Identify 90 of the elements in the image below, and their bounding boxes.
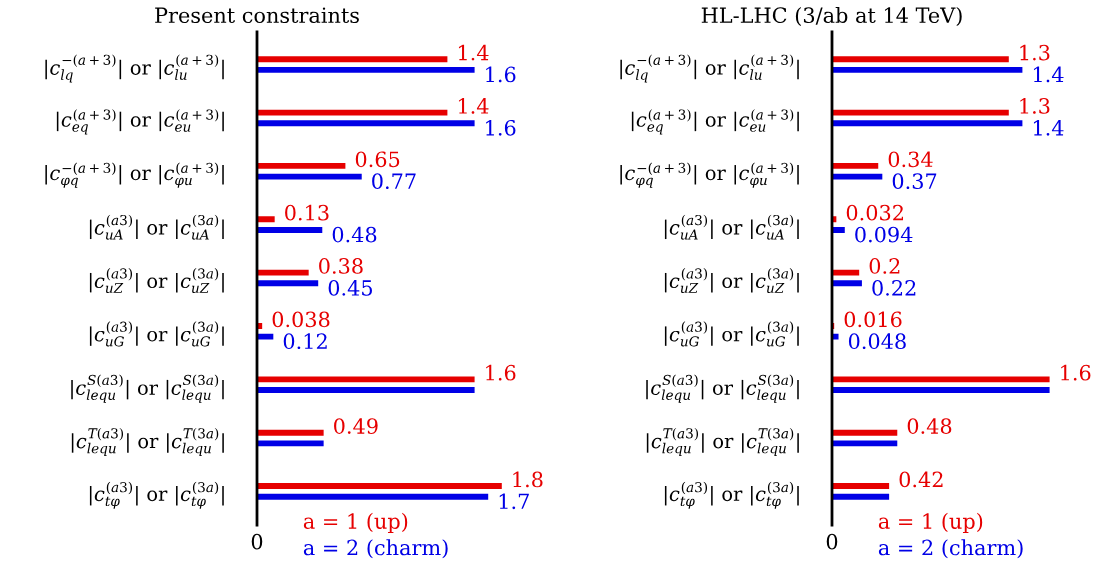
- data-label: 0.2: [869, 258, 900, 274]
- y-tick-label: |c$^{(a3)}$$_{uA}$| or |c$^{(3a)}$$_{uA}$|: [89, 214, 224, 240]
- data-label: 0.34: [888, 151, 933, 168]
- bar: [832, 162, 879, 169]
- data-label: 1.3: [1020, 44, 1050, 61]
- bar: [257, 387, 475, 393]
- data-label: 1.4: [458, 98, 489, 114]
- bar: [257, 483, 502, 489]
- category-label: |c$^{−(a+3)}$$_{φq}$| or |c$^{(a+3)}$$_{φu}$|: [45, 162, 224, 188]
- text: 0: [251, 533, 263, 550]
- category-label: |c$^{(a3)}$$_{tφ}$| or |c$^{(3a)}$$_{tφ}$|: [89, 481, 224, 509]
- data-label: 0.13: [285, 204, 329, 221]
- bar: [832, 493, 890, 500]
- bar: [832, 56, 1009, 63]
- data-label: 1.4: [1033, 66, 1064, 83]
- category-label: |c$^{−(a+3)}$$_{φq}$| or |c$^{(a+3)}$$_{φu}$|: [620, 162, 799, 188]
- y-tick-label: |c$^{(a3)}$$_{uG}$| or |c$^{(3a)}$$_{uG}$|: [664, 321, 799, 347]
- data-label: 0.016: [844, 311, 902, 328]
- data-label: 0.77: [372, 173, 416, 190]
- bar: [257, 269, 309, 276]
- bar: [257, 216, 275, 223]
- series-label: a = 1 (up): [303, 512, 408, 533]
- category-label: |c$^{−(a+3)}$$_{lq}$| or |c$^{(a+3)}$$_{lu}$|: [620, 54, 799, 83]
- data-label: 1.8: [513, 471, 543, 488]
- data-label: 1.3: [1020, 98, 1050, 114]
- bar: [257, 109, 448, 116]
- bar: [257, 376, 475, 383]
- bar: [832, 227, 845, 233]
- bar: [832, 440, 898, 447]
- y-tick-label: |c$^{(a3)}$$_{uZ}$| or |c$^{(3a)}$$_{uZ}$|: [664, 268, 799, 294]
- data-label: 0.37: [892, 173, 937, 190]
- data-label: 0.48: [332, 226, 377, 243]
- data-label: 1.4: [1033, 119, 1064, 136]
- data-label: 1.6: [486, 66, 516, 83]
- data-label: 0.12: [283, 333, 327, 350]
- data-label: 1.6: [486, 119, 516, 136]
- bar: [257, 440, 324, 447]
- y-tick-label: |c$^{(a3)}$$_{uZ}$| or |c$^{(3a)}$$_{uZ}$|: [89, 268, 224, 294]
- bar: [257, 162, 346, 169]
- bar: [832, 483, 890, 489]
- bar: [832, 280, 862, 287]
- bar: [832, 387, 1050, 393]
- y-tick-label: |c$^{S(a3)}$$_{lequ}$| or |c$^{S(3a)}$$_{lequ}$|: [71, 374, 224, 403]
- bar: [257, 56, 448, 63]
- bar: [832, 66, 1023, 73]
- bar: [257, 227, 323, 233]
- bar: [257, 173, 362, 180]
- data-label: 0.22: [872, 279, 916, 296]
- data-label: 0.048: [848, 333, 906, 350]
- y-tick-label: |c$^{T(a3)}$$_{lequ}$| or |c$^{T(3a)}$$_{lequ}$|: [646, 427, 799, 456]
- data-label: 1.7: [499, 493, 529, 510]
- chart-title: HL-LHC (3/ab at 14 TeV): [701, 6, 962, 26]
- data-label: 0.49: [334, 418, 378, 434]
- category-label: |c$^{(a+3)}$$_{eq}$| or |c$^{(a+3)}$$_{eu}$|: [631, 109, 799, 135]
- text: 0: [826, 533, 838, 550]
- bar: [257, 493, 489, 500]
- bar: [257, 280, 319, 287]
- bar: [257, 120, 475, 127]
- category-label: |c$^{(a3)}$$_{tφ}$| or |c$^{(3a)}$$_{tφ}$|: [664, 481, 799, 509]
- data-label: 0.38: [319, 258, 363, 274]
- bar: [257, 66, 475, 73]
- bar: [832, 269, 860, 276]
- bar: [257, 333, 274, 340]
- data-label: 0.038: [272, 311, 330, 328]
- bar: [832, 120, 1023, 127]
- series-label: a = 1 (up): [878, 512, 983, 533]
- data-label: 0.45: [328, 279, 373, 296]
- data-label: 1.6: [1061, 364, 1091, 381]
- bar: [832, 109, 1009, 116]
- series-label: a = 2 (charm): [303, 539, 448, 559]
- data-label: 0.094: [855, 226, 913, 243]
- series-label: a = 2 (charm): [878, 539, 1023, 559]
- bar: [832, 333, 839, 340]
- data-label: 0.48: [907, 418, 952, 434]
- data-label: 0.42: [899, 471, 943, 488]
- y-tick-label: |c$^{S(a3)}$$_{lequ}$| or |c$^{S(3a)}$$_{lequ}$|: [646, 374, 799, 403]
- category-label: |c$^{(a+3)}$$_{eq}$| or |c$^{(a+3)}$$_{eu}$|: [56, 109, 224, 135]
- bar: [257, 429, 324, 436]
- bar: [832, 429, 898, 436]
- data-label: 0.65: [355, 151, 400, 168]
- bar: [832, 376, 1050, 383]
- data-label: 1.4: [458, 44, 489, 61]
- data-label: 0.032: [846, 204, 903, 221]
- bar: [832, 173, 883, 180]
- y-tick-label: |c$^{(a3)}$$_{uG}$| or |c$^{(3a)}$$_{uG}$|: [89, 321, 224, 347]
- chart-title: Present constraints: [155, 7, 359, 24]
- data-label: 1.6: [486, 364, 516, 381]
- y-tick-label: |c$^{(a3)}$$_{uA}$| or |c$^{(3a)}$$_{uA}$|: [664, 214, 799, 240]
- y-tick-label: |c$^{T(a3)}$$_{lequ}$| or |c$^{T(3a)}$$_{lequ}$|: [71, 427, 224, 456]
- category-label: |c$^{−(a+3)}$$_{lq}$| or |c$^{(a+3)}$$_{lu}$|: [45, 54, 224, 83]
